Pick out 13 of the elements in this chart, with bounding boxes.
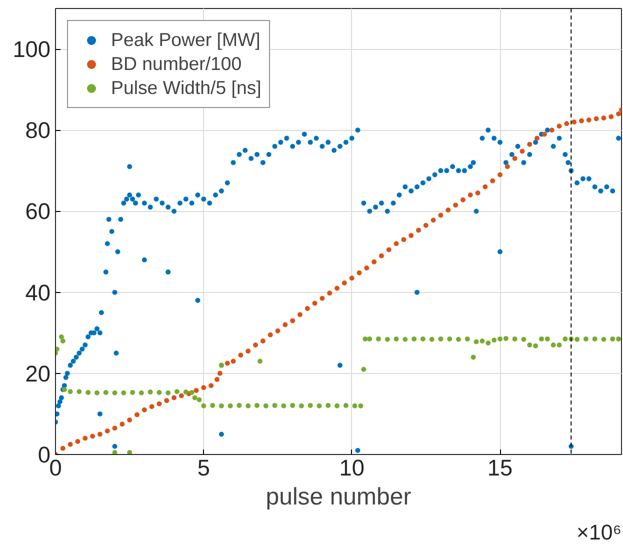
- x-tick-label: 10: [339, 454, 364, 480]
- x-axis-title: pulse number: [266, 484, 412, 510]
- text: ×10⁶: [576, 520, 622, 544]
- y-tick-label: 100: [12, 36, 51, 62]
- y-tick-label: 60: [25, 198, 50, 224]
- y-tick-label: 40: [25, 279, 50, 306]
- y-tick-label: 80: [25, 117, 50, 144]
- legend-label: Pulse Width/5 [ns]: [111, 77, 262, 99]
- x-tick-label: 5: [197, 454, 210, 480]
- legend-label: BD number/100: [111, 53, 242, 75]
- legend-label: Peak Power [MW]: [111, 29, 260, 51]
- x-tick-label: 15: [487, 454, 513, 480]
- y-tick-label: 20: [25, 360, 50, 386]
